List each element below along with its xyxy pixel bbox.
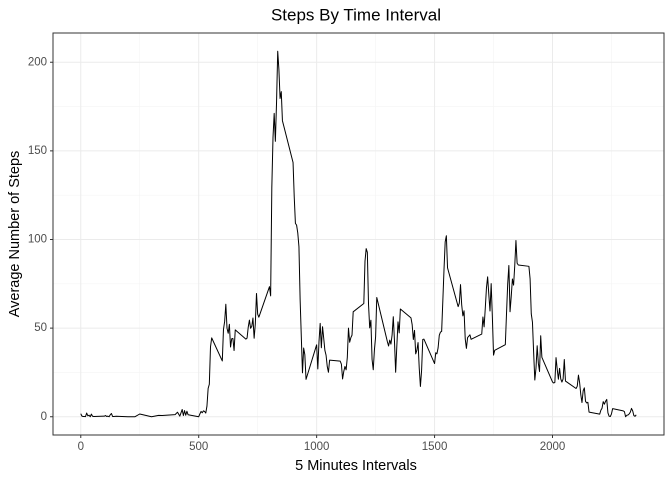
- y-tick-label: 200: [28, 56, 47, 68]
- x-tick-label: 500: [189, 441, 208, 453]
- x-tick-label: 0: [78, 441, 84, 453]
- x-tick-label: 1500: [422, 441, 448, 453]
- data-line: [80, 50, 637, 418]
- x-tick-label: 1000: [304, 441, 330, 453]
- x-tick-label: 2000: [540, 441, 566, 453]
- y-tick-label: 0: [41, 411, 47, 423]
- y-tick-label: 100: [28, 234, 47, 246]
- y-axis-title: Average Number of Steps: [7, 151, 23, 318]
- panel-border: [52, 32, 665, 436]
- x-axis-title: 5 Minutes Intervals: [295, 458, 417, 474]
- y-tick-label: 50: [34, 322, 47, 334]
- y-tick-label: 150: [28, 145, 47, 157]
- chart-title: Steps By Time Interval: [271, 5, 441, 24]
